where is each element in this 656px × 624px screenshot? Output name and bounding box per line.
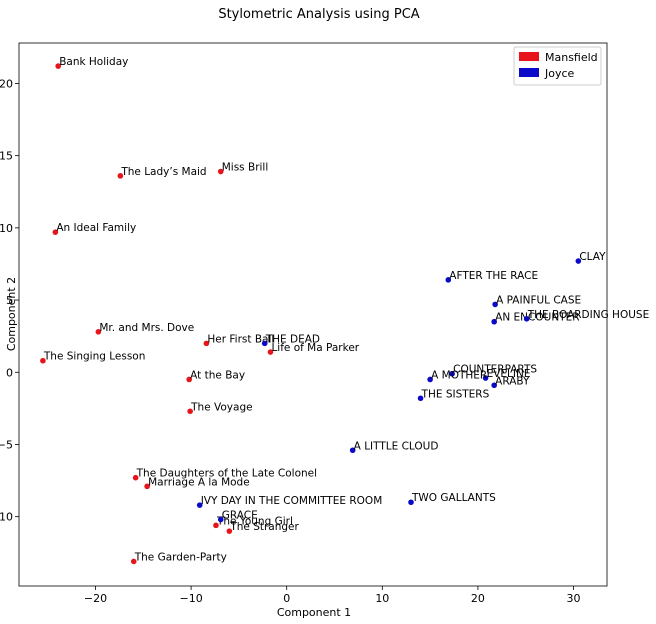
joyce-point-label: AN ENCOUNTER xyxy=(495,312,579,324)
legend-entry-label: Joyce xyxy=(544,67,575,80)
joyce-point-label: AFTER THE RACE xyxy=(449,270,538,282)
mansfield-point xyxy=(55,63,61,69)
mansfield-point-label: The Young Girl xyxy=(216,515,293,527)
mansfield-point-label: The Garden-Party xyxy=(134,551,227,563)
mansfield-point xyxy=(40,357,46,364)
mansfield-point xyxy=(226,528,233,534)
joyce-point-label: THE BOARDING HOUSE xyxy=(527,309,650,321)
y-tick-label: −5 xyxy=(0,438,13,451)
mansfield-point xyxy=(217,168,224,175)
mansfield-point xyxy=(186,376,192,383)
joyce-point-label: EVELINE xyxy=(487,368,531,380)
joyce-point-label: ARABY xyxy=(495,375,530,387)
joyce-point-label: A PAINFUL CASE xyxy=(496,294,581,306)
mansfield-point xyxy=(52,229,59,235)
joyce-point xyxy=(427,376,433,383)
mansfield-point-label: The Stranger xyxy=(229,521,299,533)
joyce-point xyxy=(261,340,268,347)
mansfield-point xyxy=(203,340,210,347)
joyce-point xyxy=(417,395,424,402)
mansfield-point-label: The Lady’s Maid xyxy=(120,166,206,178)
mansfield-point-label: Miss Brill xyxy=(222,162,269,174)
mansfield-point-label: Bank Holiday xyxy=(59,56,128,68)
joyce-point xyxy=(523,316,530,322)
x-axis-label: Component 1 xyxy=(277,606,351,619)
legend-entry-label: Mansfield xyxy=(545,51,598,64)
joyce-point-label: THE SISTERS xyxy=(421,388,490,400)
mansfield-point-label: Her First Ball xyxy=(207,333,274,345)
y-tick-label: 5 xyxy=(6,294,13,307)
y-tick-label: 0 xyxy=(6,366,13,379)
mansfield-point xyxy=(187,408,193,415)
joyce-point xyxy=(482,375,489,381)
joyce-point-label: COUNTERPARTS xyxy=(453,364,537,376)
legend-swatch xyxy=(519,52,539,61)
y-tick-label: 20 xyxy=(0,77,13,90)
x-tick-label: 20 xyxy=(471,592,485,605)
mansfield-point-label: At the Bay xyxy=(190,369,245,381)
x-tick-label: 0 xyxy=(283,592,290,605)
mansfield-point-label: The Daughters of the Late Colonel xyxy=(136,468,317,480)
mansfield-point xyxy=(130,558,137,565)
joyce-point xyxy=(492,301,498,308)
joyce-point xyxy=(408,499,414,506)
y-tick-label: −10 xyxy=(0,511,13,524)
mansfield-point xyxy=(267,349,274,355)
legend-swatch xyxy=(519,68,539,77)
joyce-point-label: THE DEAD xyxy=(265,333,320,345)
x-tick-label: 30 xyxy=(567,592,581,605)
joyce-point-label: IVY DAY IN THE COMMITTEE ROOM xyxy=(201,495,383,507)
joyce-point-label: CLAY xyxy=(579,251,606,263)
joyce-point-label: A MOTHER xyxy=(431,369,487,381)
y-axis-label: Component 2 xyxy=(5,277,18,351)
y-tick-label: 10 xyxy=(0,222,13,235)
joyce-point-label: A LITTLE CLOUD xyxy=(354,440,439,452)
joyce-point xyxy=(349,447,356,454)
mansfield-point xyxy=(144,483,150,490)
x-tick-label: 10 xyxy=(375,592,389,605)
x-tick-label: −20 xyxy=(84,592,107,605)
mansfield-point xyxy=(213,522,219,529)
mansfield-point-label: Mr. and Mrs. Dove xyxy=(99,322,194,334)
mansfield-point xyxy=(132,474,139,481)
x-tick-label: −10 xyxy=(179,592,202,605)
mansfield-point xyxy=(95,329,102,335)
chart-title: Stylometric Analysis using PCA xyxy=(218,7,419,22)
mansfield-point-label: Marriage A la Mode xyxy=(148,476,250,488)
joyce-point xyxy=(217,516,224,523)
joyce-point xyxy=(491,382,497,389)
mansfield-point xyxy=(117,173,124,179)
joyce-point xyxy=(196,502,203,508)
joyce-point xyxy=(575,258,582,264)
mansfield-point-label: Life of Ma Parker xyxy=(271,342,359,354)
joyce-point xyxy=(449,370,455,377)
joyce-point-label: GRACE xyxy=(222,510,258,522)
y-tick-label: 15 xyxy=(0,150,13,163)
joyce-point xyxy=(491,318,497,325)
legend: Mansfield Joyce xyxy=(513,46,602,86)
mansfield-point-label: The Voyage xyxy=(190,401,252,413)
mansfield-point-label: An Ideal Family xyxy=(56,222,136,234)
mansfield-point-label: The Singing Lesson xyxy=(43,351,146,363)
joyce-point xyxy=(445,277,452,283)
joyce-point-label: TWO GALLANTS xyxy=(411,492,496,504)
plot-area-frame xyxy=(18,42,608,587)
